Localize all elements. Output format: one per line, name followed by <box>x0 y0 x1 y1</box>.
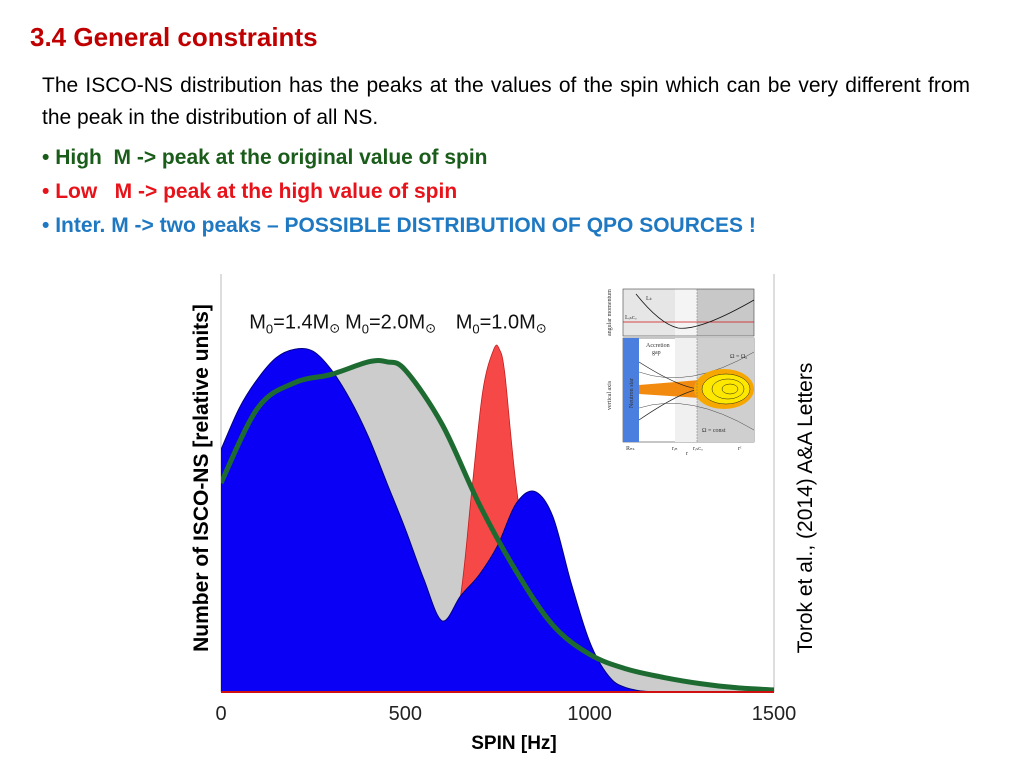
inset-streamline-1 <box>638 351 755 379</box>
inset-neutron-star-label: Neutron star <box>629 378 635 408</box>
bullet-text: Low M -> peak at the high value of spin <box>49 180 458 203</box>
inset-lisco-label: Lᵢₛᴄₒ <box>625 315 637 321</box>
bullet-text: Inter. M -> two peaks – <box>49 214 285 237</box>
x-tick-label: 1000 <box>567 703 612 725</box>
peak-label-2: M0=1.0M⊙ <box>456 311 547 336</box>
inset-momentum-curve <box>635 293 755 329</box>
inset-top-frame <box>622 288 755 337</box>
bullet-high-mass: • High M -> peak at the original value o… <box>42 146 488 170</box>
inset-rin-label: rᵢₙ <box>672 446 678 452</box>
inset-r-label: r <box>686 451 688 457</box>
inset-risco-label: rᵢₛᴄₒ <box>693 446 703 452</box>
inset-momentum-axis-label: angular momentum <box>607 289 613 336</box>
series-layer <box>221 344 774 692</box>
y-axis-label: Number of ISCO-NS [relative units] <box>190 304 213 652</box>
bullet-inter-mass: • Inter. M -> two peaks – POSSIBLE DISTR… <box>42 214 756 238</box>
inset-top-shade-1 <box>623 289 675 336</box>
inset-streamline-2 <box>638 403 755 431</box>
bullet-marker: • <box>42 146 50 169</box>
inset-neutron-star <box>623 338 639 442</box>
inset-bottom-panel: Accretion gap Neutron star vertical axis… <box>607 337 755 457</box>
x-tick-label: 0 <box>215 703 226 725</box>
x-tick-label: 1500 <box>752 703 797 725</box>
inset-torus-mid <box>701 373 751 405</box>
inset-rns-label: Rₙₛ <box>626 446 635 452</box>
inset-top-shade-3 <box>697 289 754 336</box>
inset-diagram: Lₖ Lᵢₛᴄₒ angular momentum Accretion gap … <box>604 286 768 457</box>
bullet-marker: • <box>42 180 50 203</box>
intro-paragraph: The ISCO-NS distribution has the peaks a… <box>42 74 970 129</box>
annotation-layer: M0=1.4M⊙ M0=2.0M⊙ M0=1.0M⊙ <box>249 311 546 336</box>
peak-label-1: M0=2.0M⊙ <box>345 311 436 336</box>
inset-rc-label: rᶜ <box>738 446 742 452</box>
bullet-low-mass: • Low M -> peak at the high value of spi… <box>42 180 457 204</box>
inset-top-panel: Lₖ Lᵢₛᴄₒ angular momentum <box>607 288 755 337</box>
peak-label-0: M0=1.4M⊙ <box>249 311 340 336</box>
bullet-marker: • <box>42 214 50 237</box>
inset-accretion-label: Accretion <box>646 343 670 349</box>
inset-omega-eq-label: Ω = Ω₀ <box>730 354 747 360</box>
x-tick-label: 500 <box>389 703 422 725</box>
inset-lk-label: Lₖ <box>646 296 653 302</box>
x-axis-label: SPIN [Hz] <box>471 733 557 754</box>
slide-title: 3.4 General constraints <box>30 22 318 52</box>
inset-omega-const-label: Ω = const <box>702 428 726 434</box>
inset-vertical-axis-label: vertical axis <box>607 380 613 410</box>
inset-torus-inner <box>711 378 745 400</box>
series-m20-line <box>221 357 774 692</box>
citation: Torok et al., (2014) A&A Letters <box>794 362 817 654</box>
inset-torus-core <box>721 383 739 395</box>
bullet-emphasis: POSSIBLE DISTRIBUTION OF QPO SOURCES ! <box>284 214 756 237</box>
axis-layer: 0 500 1000 1500 <box>215 691 797 725</box>
inset-gap-label: gap <box>652 350 661 356</box>
bullet-text: High M -> peak at the original value of … <box>49 146 488 169</box>
inset-top-shade-2 <box>675 289 697 336</box>
